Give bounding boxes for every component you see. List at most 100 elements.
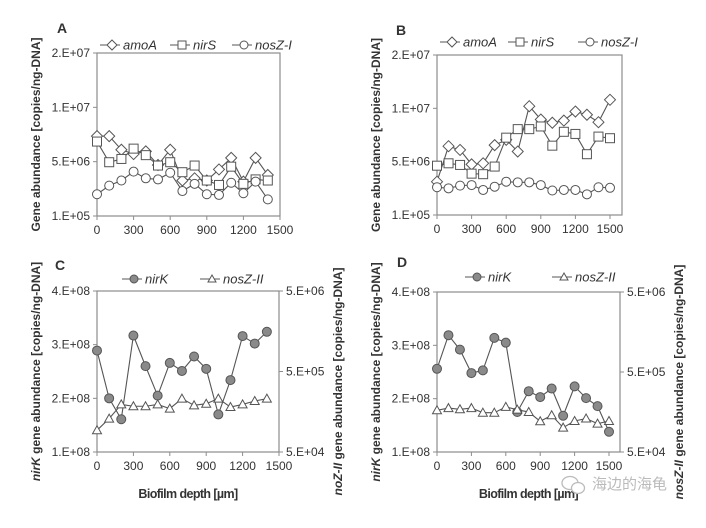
legend-item-nirS: nirS	[508, 35, 554, 50]
nirK-point	[189, 351, 200, 362]
nirS-point	[466, 168, 477, 179]
nirS-point	[478, 169, 489, 180]
nirK-point	[237, 331, 248, 342]
nirK-point	[477, 365, 488, 376]
series-nosZ-II	[431, 401, 615, 432]
nosZ-I-point	[489, 181, 500, 192]
legend-circle-icon	[472, 272, 482, 282]
nosZ-I-line	[436, 181, 611, 195]
nosZ-I-point	[250, 176, 261, 187]
amoA-point	[442, 139, 455, 153]
nirK-line	[436, 334, 610, 432]
x-tick-label: 1500	[266, 459, 293, 473]
nosZ-I-point	[262, 194, 273, 205]
nosZ-II-point	[500, 401, 512, 411]
nosZ-I-point	[512, 177, 523, 188]
amoA-point	[523, 99, 536, 113]
legend-label: nirS	[193, 38, 216, 53]
y2-axis-label: noZ-II gene abundance [copies/ng-DNA]	[331, 267, 345, 495]
legend-label: nosZ-I	[255, 38, 292, 53]
panel-label: C	[55, 257, 65, 273]
amoA-point	[163, 143, 177, 156]
plot-frame	[96, 52, 281, 217]
nirK-point	[128, 330, 139, 341]
nosZ-I-point	[140, 173, 151, 184]
x-tick-label: 0	[434, 459, 441, 473]
nirK-point	[176, 365, 187, 376]
nosZ-I-point	[535, 180, 546, 191]
nirS-point	[165, 157, 176, 168]
x-tick-label: 0	[94, 223, 101, 237]
panel-label: A	[57, 20, 67, 36]
y-axis-label-gene: nirK	[369, 456, 383, 481]
nirK-point	[454, 344, 465, 355]
legend-label: nosZ-I	[601, 35, 638, 50]
nosZ-II-point	[152, 398, 164, 409]
legend-item-nosZ-II: nosZ-II	[552, 270, 616, 285]
y-tick-label: 2.E+08	[392, 392, 431, 406]
nosZ-I-point	[189, 178, 200, 189]
x-tick-label: 600	[160, 223, 180, 237]
nosZ-II-point	[580, 413, 592, 423]
nosZ-II-point	[188, 399, 200, 410]
panel-c: C 1.E+08 2.E+08 3.E+08 4.E+08 5.E+04 5.E+05 5.E…	[29, 257, 345, 501]
nirS-point	[214, 179, 224, 190]
legend-label: amoA	[463, 35, 497, 50]
nosZ-I-point	[443, 183, 454, 194]
nirK-point	[201, 363, 212, 374]
panel-a: A 1.E+05 5.E+06 1.E+07 2.E+07 0 300 600 900 1200 1…	[29, 20, 294, 237]
x-tick-label: 900	[530, 459, 550, 473]
panel-b: B 1.E+05 5.E+06 1.E+07 2.E+07 0 300 600 900 1200 1…	[369, 22, 638, 236]
series-nirK	[92, 326, 272, 425]
y-tick-label: 4.E+08	[52, 284, 91, 298]
nirK-point	[523, 386, 534, 397]
nirS-point	[116, 153, 127, 164]
nosZ-I-point	[593, 182, 604, 193]
plot-frame	[436, 291, 621, 453]
nirS-point	[128, 143, 139, 154]
nirK-point	[546, 383, 557, 394]
y-tick-label: 1.E+08	[52, 445, 91, 459]
nirS-point	[535, 121, 546, 132]
nosZ-II-point	[249, 395, 261, 406]
watermark-text: 海边的海龟	[592, 476, 667, 493]
amoA-point	[569, 105, 582, 118]
amoA-point	[102, 129, 116, 143]
series-nosZ-I	[92, 166, 273, 205]
nirS-point	[104, 157, 115, 168]
nirK-point	[592, 401, 603, 412]
nirS-point	[443, 158, 454, 169]
nosZ-I-point	[128, 166, 139, 177]
nirS-point	[92, 136, 102, 147]
amoA-point	[603, 93, 617, 107]
panel-label: D	[397, 254, 407, 270]
legend-diamond-icon	[106, 39, 118, 51]
watermark: 海边的海龟	[561, 475, 667, 495]
nosZ-I-point	[214, 189, 224, 200]
nirS-point	[547, 140, 558, 151]
panel-label: B	[396, 22, 406, 38]
y-axis-label-rest: gene abundance [copies/ng-DNA]	[29, 262, 43, 457]
nirS-point	[262, 175, 273, 186]
legend-square-icon	[515, 37, 525, 47]
y-tick-label: 2.E+07	[52, 46, 91, 60]
y2-axis-label-rest: gene abundance [copies/ng-DNA]	[672, 265, 686, 460]
nosZ-II-point	[115, 398, 127, 409]
x-tick-label: 1200	[229, 459, 256, 473]
nirS-point	[512, 124, 523, 135]
nirK-point	[164, 357, 175, 368]
y2-axis-label-rest: gene abundance [copies/ng-DNA]	[331, 267, 345, 462]
nosZ-II-point	[225, 401, 236, 412]
y-tick-label: 4.E+08	[392, 285, 431, 299]
series-amoA	[430, 93, 617, 188]
legend-triangle-icon	[207, 273, 217, 283]
x-tick-label: 1200	[561, 459, 588, 473]
nirK-point	[152, 390, 163, 401]
nosZ-I-point	[92, 189, 102, 200]
amoA-point	[546, 116, 559, 129]
y-tick-label: 1.E+07	[392, 101, 431, 115]
nirS-point	[201, 175, 212, 186]
y2-axis-label-gene: nosZ-II	[672, 459, 686, 499]
y-axis-label: nirK gene abundance [copies/ng-DNA]	[29, 262, 43, 481]
legend-item-nosZ-I: nosZ-I	[578, 35, 638, 50]
